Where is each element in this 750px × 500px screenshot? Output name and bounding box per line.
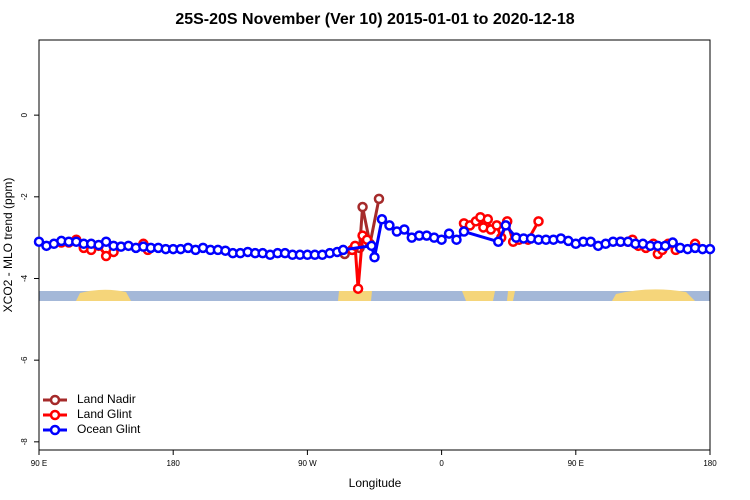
land-patch (507, 291, 515, 301)
land-patch (462, 291, 495, 301)
data-point (337, 244, 349, 256)
data-point (369, 252, 380, 263)
data-point (482, 214, 494, 225)
legend-label: Land Glint (77, 407, 132, 421)
data-point (373, 193, 385, 205)
series (57, 213, 699, 292)
data-point (585, 236, 596, 247)
x-tick-label: 180 (703, 459, 717, 468)
y-tick-label: -6 (20, 356, 29, 364)
x-axis-label: Longitude (349, 476, 402, 490)
data-point (443, 228, 455, 239)
data-point (451, 234, 462, 245)
data-point (33, 236, 45, 247)
data-point (667, 237, 678, 248)
data-point (500, 220, 511, 231)
y-tick-label: -8 (20, 438, 29, 446)
legend-marker (49, 394, 61, 406)
y-tick-label: 0 (20, 112, 29, 117)
data-point (384, 220, 395, 231)
data-point (533, 216, 544, 227)
data-point (352, 283, 364, 294)
data-point (436, 234, 447, 245)
x-tick-label: 180 (167, 459, 181, 468)
data-point (100, 250, 112, 262)
x-tick-label: 90 E (31, 459, 47, 468)
legend-label: Land Nadir (77, 392, 136, 406)
data-point (357, 201, 368, 213)
y-axis-label: XCO2 - MLO trend (ppm) (1, 178, 15, 313)
data-point (366, 240, 377, 252)
data-point (376, 214, 388, 225)
chart-title: 25S-20S November (Ver 10) 2015-01-01 to … (175, 11, 574, 28)
ocean-strip (39, 291, 710, 301)
data-point (458, 226, 470, 237)
y-tick-label: -2 (20, 193, 29, 201)
data-point (493, 236, 504, 247)
x-tick-label: 90 E (568, 459, 584, 468)
legend-label: Ocean Glint (77, 422, 141, 436)
land-patch (76, 289, 131, 301)
y-tick-label: -4 (20, 274, 29, 282)
legend-marker (49, 409, 61, 421)
data-point (704, 243, 716, 255)
series-line (61, 217, 695, 288)
x-tick-label: 90 W (298, 459, 317, 468)
legend-marker (49, 424, 61, 436)
data-point (399, 224, 410, 235)
land-patch (338, 291, 372, 301)
land-patch (612, 289, 695, 301)
data-point (491, 220, 503, 231)
map-strip (39, 289, 710, 301)
data-point (100, 236, 112, 247)
series (33, 214, 716, 263)
x-tick-label: 0 (439, 459, 444, 468)
